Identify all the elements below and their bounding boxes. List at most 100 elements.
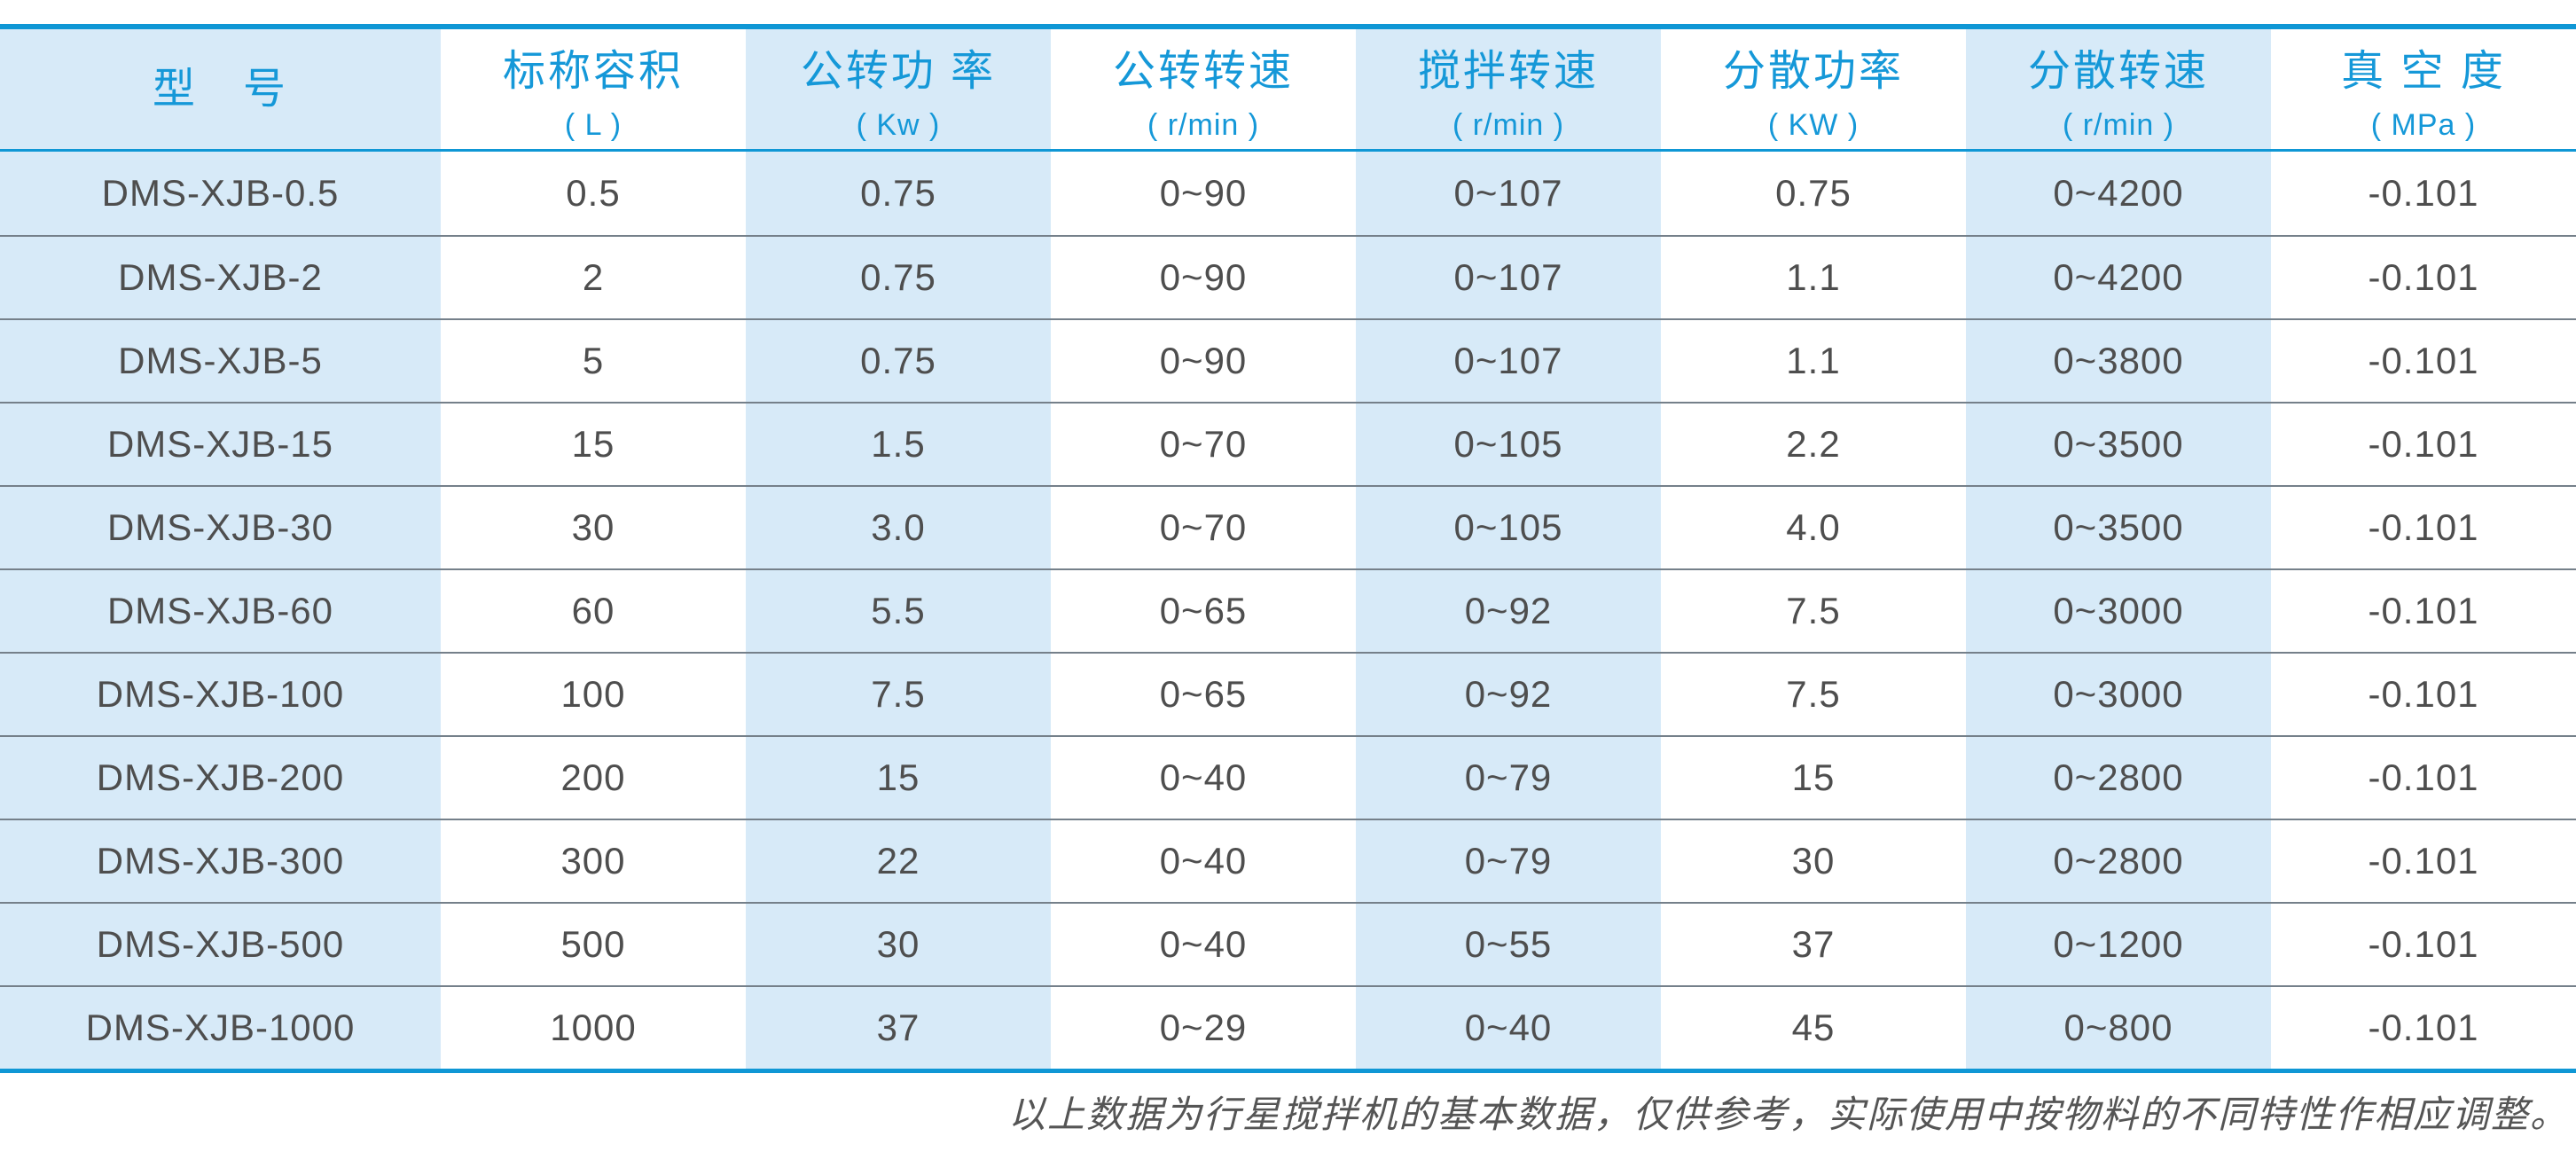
column-label: 真 空 度 <box>2341 48 2506 95</box>
table-cell: DMS-XJB-5 <box>0 320 441 402</box>
table-cell: 37 <box>746 987 1051 1069</box>
table-cell: 0.75 <box>1775 172 1852 214</box>
table-cell: -0.101 <box>2368 923 2479 965</box>
table-cell: DMS-XJB-1000 <box>0 987 441 1069</box>
table-cell: -0.101 <box>2368 172 2479 214</box>
table-row: DMS-XJB-5 5 0.75 0~90 0~107 1.1 0~3800 -… <box>0 318 2576 402</box>
table-cell: 0~2800 <box>1966 820 2271 902</box>
table-cell: 0~3500 <box>1966 404 2271 485</box>
table-row: DMS-XJB-100 100 7.5 0~65 0~92 7.5 0~3000… <box>0 652 2576 735</box>
table-cell: 0~3500 <box>1966 487 2271 568</box>
table-cell: 30 <box>571 506 615 548</box>
table-cell: 100 <box>560 673 626 715</box>
table-cell: 0.75 <box>746 320 1051 402</box>
column-label: 搅拌转速 <box>1417 48 1599 95</box>
table-cell: 0.75 <box>746 152 1051 235</box>
table-cell: 0~92 <box>1356 654 1661 735</box>
column-unit: ( r/min ) <box>1147 108 1260 142</box>
table-cell: 1.5 <box>746 404 1051 485</box>
column-header-mixing-speed: 搅拌转速 ( r/min ) <box>1356 29 1661 149</box>
table-cell: 0~79 <box>1356 737 1661 819</box>
table-cell: 0.75 <box>746 237 1051 318</box>
table-cell: -0.101 <box>2368 840 2479 882</box>
table-cell: 0~107 <box>1356 320 1661 402</box>
table-cell: 0~1200 <box>1966 904 2271 985</box>
column-label: 标称容积 <box>502 48 684 95</box>
table-cell: -0.101 <box>2368 256 2479 298</box>
table-cell: 0~55 <box>1356 904 1661 985</box>
table-cell: 0~90 <box>1159 340 1248 381</box>
table-cell: 0~105 <box>1356 487 1661 568</box>
table-cell: 0~107 <box>1356 152 1661 235</box>
table-cell: DMS-XJB-300 <box>0 820 441 902</box>
table-cell: DMS-XJB-200 <box>0 737 441 819</box>
table-cell: 7.5 <box>1786 590 1841 631</box>
table-cell: 45 <box>1791 1007 1836 1048</box>
footnote-row: 以上数据为行星搅拌机的基本数据，仅供参考，实际使用中按物料的不同特性作相应调整。 <box>0 1073 2576 1149</box>
table-cell: 3.0 <box>746 487 1051 568</box>
spec-table: 型 号 标称容积 ( L ) 公转功 率 ( Kw ) 公转转速 ( r/min… <box>0 24 2576 1073</box>
table-cell: -0.101 <box>2368 423 2479 465</box>
column-label: 公转功 率 <box>800 48 997 95</box>
table-cell: 500 <box>560 923 626 965</box>
column-header-dispersing-power: 分散功率 ( KW ) <box>1661 29 1966 149</box>
table-row: DMS-XJB-1000 1000 37 0~29 0~40 45 0~800 … <box>0 985 2576 1069</box>
table-cell: DMS-XJB-15 <box>0 404 441 485</box>
table-cell: 22 <box>746 820 1051 902</box>
table-row: DMS-XJB-200 200 15 0~40 0~79 15 0~2800 -… <box>0 735 2576 819</box>
table-cell: 0~4200 <box>1966 237 2271 318</box>
table-cell: 30 <box>746 904 1051 985</box>
table-row: DMS-XJB-0.5 0.5 0.75 0~90 0~107 0.75 0~4… <box>0 152 2576 235</box>
table-cell: 200 <box>560 756 626 798</box>
table-cell: 1.1 <box>1786 340 1841 381</box>
table-cell: -0.101 <box>2368 590 2479 631</box>
table-cell: 4.0 <box>1786 506 1841 548</box>
table-cell: DMS-XJB-2 <box>0 237 441 318</box>
table-cell: 5.5 <box>746 570 1051 652</box>
table-cell: -0.101 <box>2368 673 2479 715</box>
footnote: 以上数据为行星搅拌机的基本数据，仅供参考，实际使用中按物料的不同特性作相应调整。 <box>1007 1092 2569 1136</box>
column-header-revolution-speed: 公转转速 ( r/min ) <box>1051 29 1356 149</box>
table-row: DMS-XJB-300 300 22 0~40 0~79 30 0~2800 -… <box>0 819 2576 902</box>
table-cell: 2 <box>582 256 605 298</box>
column-label: 型 号 <box>152 65 288 113</box>
table-cell: 0~92 <box>1356 570 1661 652</box>
column-unit: ( L ) <box>564 108 622 142</box>
table-cell: 0~65 <box>1159 673 1248 715</box>
table-cell: 0~2800 <box>1966 737 2271 819</box>
table-cell: -0.101 <box>2368 340 2479 381</box>
table-cell: 1000 <box>550 1007 637 1048</box>
table-cell: -0.101 <box>2368 506 2479 548</box>
table-cell: 30 <box>1791 840 1836 882</box>
table-cell: 37 <box>1791 923 1836 965</box>
table-cell: 0~3000 <box>1966 570 2271 652</box>
table-cell: DMS-XJB-500 <box>0 904 441 985</box>
table-cell: 0~107 <box>1356 237 1661 318</box>
table-cell: DMS-XJB-60 <box>0 570 441 652</box>
table-row: DMS-XJB-60 60 5.5 0~65 0~92 7.5 0~3000 -… <box>0 568 2576 652</box>
table-cell: 7.5 <box>746 654 1051 735</box>
table-cell: 0~40 <box>1356 987 1661 1069</box>
table-cell: 0~40 <box>1159 923 1248 965</box>
column-unit: ( r/min ) <box>1452 108 1565 142</box>
column-unit: ( Kw ) <box>856 108 941 142</box>
table-header-row: 型 号 标称容积 ( L ) 公转功 率 ( Kw ) 公转转速 ( r/min… <box>0 29 2576 152</box>
table-row: DMS-XJB-500 500 30 0~40 0~55 37 0~1200 -… <box>0 902 2576 985</box>
column-header-revolution-power: 公转功 率 ( Kw ) <box>746 29 1051 149</box>
table-row: DMS-XJB-2 2 0.75 0~90 0~107 1.1 0~4200 -… <box>0 235 2576 318</box>
table-cell: -0.101 <box>2368 756 2479 798</box>
table-cell: 0~90 <box>1159 256 1248 298</box>
column-header-vacuum-degree: 真 空 度 ( MPa ) <box>2271 29 2576 149</box>
table-cell: 0~40 <box>1159 840 1248 882</box>
column-header-model: 型 号 <box>0 29 441 149</box>
column-label: 公转转速 <box>1112 48 1294 95</box>
table-cell: DMS-XJB-100 <box>0 654 441 735</box>
table-cell: 7.5 <box>1786 673 1841 715</box>
table-cell: 0~4200 <box>1966 152 2271 235</box>
column-unit: ( KW ) <box>1767 108 1860 142</box>
column-header-nominal-capacity: 标称容积 ( L ) <box>441 29 746 149</box>
table-cell: 60 <box>571 590 615 631</box>
table-cell: 0~800 <box>1966 987 2271 1069</box>
table-cell: 15 <box>746 737 1051 819</box>
table-cell: 0~70 <box>1159 423 1248 465</box>
